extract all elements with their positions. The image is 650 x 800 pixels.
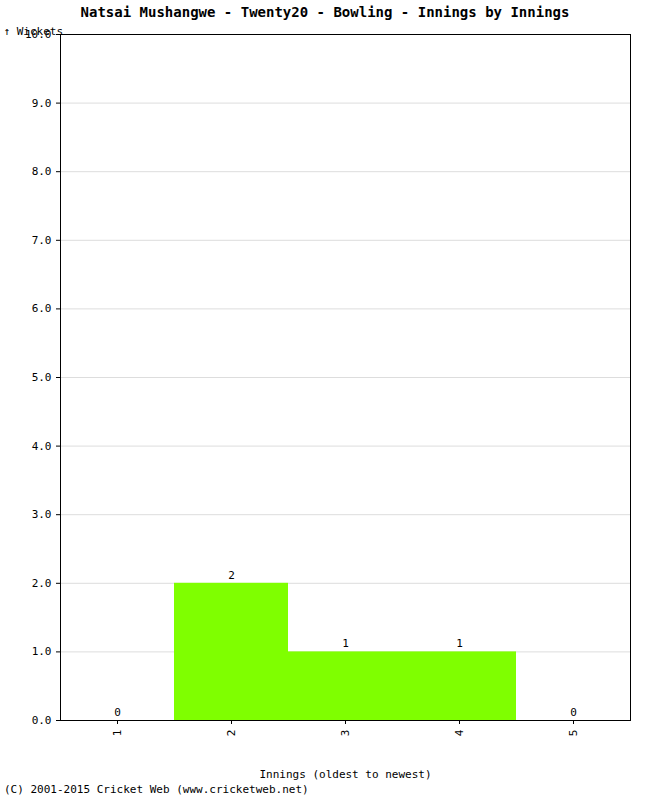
svg-text:2: 2: [225, 730, 238, 737]
svg-text:0.0: 0.0: [32, 714, 52, 727]
svg-text:3: 3: [339, 730, 352, 737]
svg-text:5.0: 5.0: [32, 371, 52, 384]
svg-text:0: 0: [114, 706, 121, 719]
svg-text:7.0: 7.0: [32, 234, 52, 247]
svg-text:6.0: 6.0: [32, 302, 52, 315]
svg-text:4: 4: [453, 729, 466, 736]
svg-text:1: 1: [342, 637, 349, 650]
html-text:(C) 2001-2015 Cricket Web (www: (C) 2001-2015 Cricket Web (www.cricketwe…: [4, 783, 309, 796]
svg-text:↑ Wickets: ↑ Wickets: [4, 25, 64, 38]
svg-text:1: 1: [111, 730, 124, 737]
svg-text:2: 2: [228, 569, 235, 582]
svg-text:3.0: 3.0: [32, 508, 52, 521]
svg-text:Innings (oldest to newest): Innings (oldest to newest): [259, 768, 431, 781]
svg-text:1: 1: [456, 637, 463, 650]
svg-text:4.0: 4.0: [32, 440, 52, 453]
svg-text:1.0: 1.0: [32, 645, 52, 658]
svg-text:0: 0: [570, 706, 577, 719]
svg-text:8.0: 8.0: [32, 165, 52, 178]
svg-text:9.0: 9.0: [32, 97, 52, 110]
svg-text:2.0: 2.0: [32, 577, 52, 590]
html-text:Natsai Mushangwe - Twenty20 -: Natsai Mushangwe - Twenty20 - Bowling - …: [80, 4, 570, 20]
svg-text:5: 5: [567, 730, 580, 737]
